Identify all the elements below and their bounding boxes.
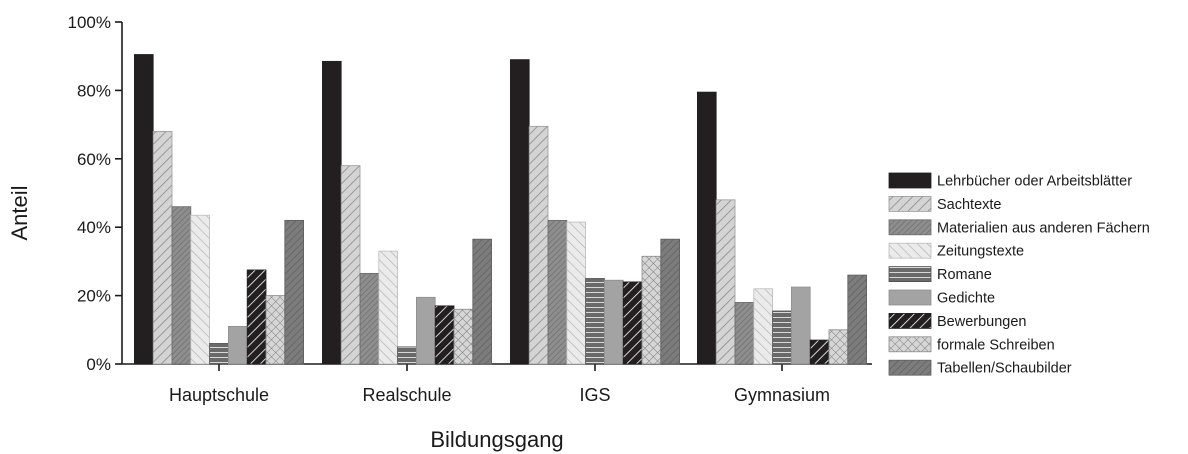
y-tick-label: 20% xyxy=(77,287,111,306)
bar-group-hauptschule xyxy=(133,54,304,365)
bar-igs-romane xyxy=(585,278,605,365)
bar-igs-formale-schreiben xyxy=(641,255,662,365)
legend-label: Lehrbücher oder Arbeitsblätter xyxy=(937,174,1132,190)
x-tick-label-hauptschule: Hauptschule xyxy=(169,385,269,405)
y-tick-label: 0% xyxy=(86,355,111,374)
legend-swatch xyxy=(888,336,932,353)
legend-label: Materialien aus anderen Fächern xyxy=(937,220,1150,236)
x-axis: Hauptschule Realschule IGS Gymnasium xyxy=(122,363,872,405)
bar-gymnasium-gedichte xyxy=(791,286,811,365)
x-axis-title: Bildungsgang xyxy=(430,427,563,452)
legend: Lehrbücher oder Arbeitsblätter Sachtexte M… xyxy=(888,172,1150,377)
legend-item-gedichte: Gedichte xyxy=(888,289,995,307)
bar-gymnasium-sachtexte xyxy=(715,199,736,365)
bar-group-gymnasium xyxy=(697,91,867,365)
bars xyxy=(133,54,867,365)
legend-item-materialien-aus-anderen-f-chern: Materialien aus anderen Fächern xyxy=(888,219,1150,236)
bar-hauptschule-materialien-aus-anderen-f-chern xyxy=(171,206,192,365)
bar-hauptschule-sachtexte xyxy=(152,131,173,365)
bar-gymnasium-romane xyxy=(772,310,792,365)
bar-realschule-materialien-aus-anderen-f-chern xyxy=(359,272,380,365)
bar-igs-gedichte xyxy=(604,279,624,365)
bar-gymnasium-bewerbungen xyxy=(809,339,830,365)
bar-hauptschule-gedichte xyxy=(227,325,248,365)
legend-swatch xyxy=(888,195,932,212)
bar-igs-materialien-aus-anderen-f-chern xyxy=(547,219,568,365)
bar-igs-tabellen-schaubilder xyxy=(660,238,680,365)
x-tick-label-gymnasium: Gymnasium xyxy=(734,385,830,405)
bar-gymnasium-lehrb-cher-oder-arbeitsbl-tter xyxy=(697,91,717,365)
legend-swatch xyxy=(888,359,932,376)
bar-hauptschule-tabellen-schaubilder xyxy=(284,219,304,365)
legend-swatch xyxy=(888,266,932,283)
bar-realschule-tabellen-schaubilder xyxy=(472,238,492,365)
bar-gymnasium-formale-schreiben xyxy=(828,329,849,365)
x-tick-label-realschule: Realschule xyxy=(362,385,451,405)
x-tick-label-igs: IGS xyxy=(579,385,610,405)
legend-label: Gedichte xyxy=(937,291,995,307)
bar-igs-lehrb-cher-oder-arbeitsbl-tter xyxy=(509,59,530,365)
legend-label: Sachtexte xyxy=(937,197,1002,213)
bar-hauptschule-zeitungstexte xyxy=(190,214,211,365)
legend-label: formale Schreiben xyxy=(937,337,1055,353)
legend-item-sachtexte: Sachtexte xyxy=(888,195,1002,213)
legend-item-tabellen-schaubilder: Tabellen/Schaubilder xyxy=(888,359,1072,377)
bar-hauptschule-bewerbungen xyxy=(246,269,267,365)
legend-swatch xyxy=(888,312,932,329)
bar-hauptschule-romane xyxy=(209,343,229,365)
legend-item-formale-schreiben: formale Schreiben xyxy=(888,336,1055,353)
y-tick-label: 100% xyxy=(68,13,111,32)
legend-item-bewerbungen: Bewerbungen xyxy=(888,312,1027,330)
bar-group-igs xyxy=(509,59,680,365)
y-axis-title: Anteil xyxy=(7,185,32,240)
bar-realschule-gedichte xyxy=(415,296,436,365)
y-tick-label: 40% xyxy=(77,218,111,237)
y-tick-label: 60% xyxy=(77,150,111,169)
bar-igs-sachtexte xyxy=(528,125,549,365)
bar-realschule-romane xyxy=(397,346,417,365)
legend-swatch xyxy=(888,289,932,306)
y-axis: 0% 20% 40% 60% 80% 100% xyxy=(68,13,123,374)
legend-swatch xyxy=(888,219,932,236)
bar-hauptschule-formale-schreiben xyxy=(265,295,286,365)
bar-realschule-formale-schreiben xyxy=(453,308,474,365)
legend-swatch xyxy=(888,242,932,259)
bar-group-realschule xyxy=(321,60,492,365)
bar-gymnasium-materialien-aus-anderen-f-chern xyxy=(734,302,755,365)
bar-realschule-zeitungstexte xyxy=(378,250,398,365)
legend-label: Bewerbungen xyxy=(937,314,1027,330)
y-tick-label: 80% xyxy=(77,81,111,100)
legend-label: Zeitungstexte xyxy=(937,244,1024,260)
legend-item-zeitungstexte: Zeitungstexte xyxy=(888,242,1024,260)
bar-gymnasium-tabellen-schaubilder xyxy=(847,274,867,365)
legend-swatch xyxy=(888,172,932,189)
legend-item-lehrb-cher-oder-arbeitsbl-tter: Lehrbücher oder Arbeitsblätter xyxy=(888,172,1132,190)
bar-hauptschule-lehrb-cher-oder-arbeitsbl-tter xyxy=(133,54,154,365)
bar-realschule-sachtexte xyxy=(340,165,361,365)
legend-label: Tabellen/Schaubilder xyxy=(937,361,1072,377)
bar-realschule-lehrb-cher-oder-arbeitsbl-tter xyxy=(321,60,342,365)
bar-igs-zeitungstexte xyxy=(566,221,586,365)
bar-igs-bewerbungen xyxy=(622,281,643,365)
bar-realschule-bewerbungen xyxy=(434,305,455,365)
legend-label: Romane xyxy=(937,267,992,283)
legend-item-romane: Romane xyxy=(888,266,992,283)
bar-gymnasium-zeitungstexte xyxy=(753,288,773,365)
